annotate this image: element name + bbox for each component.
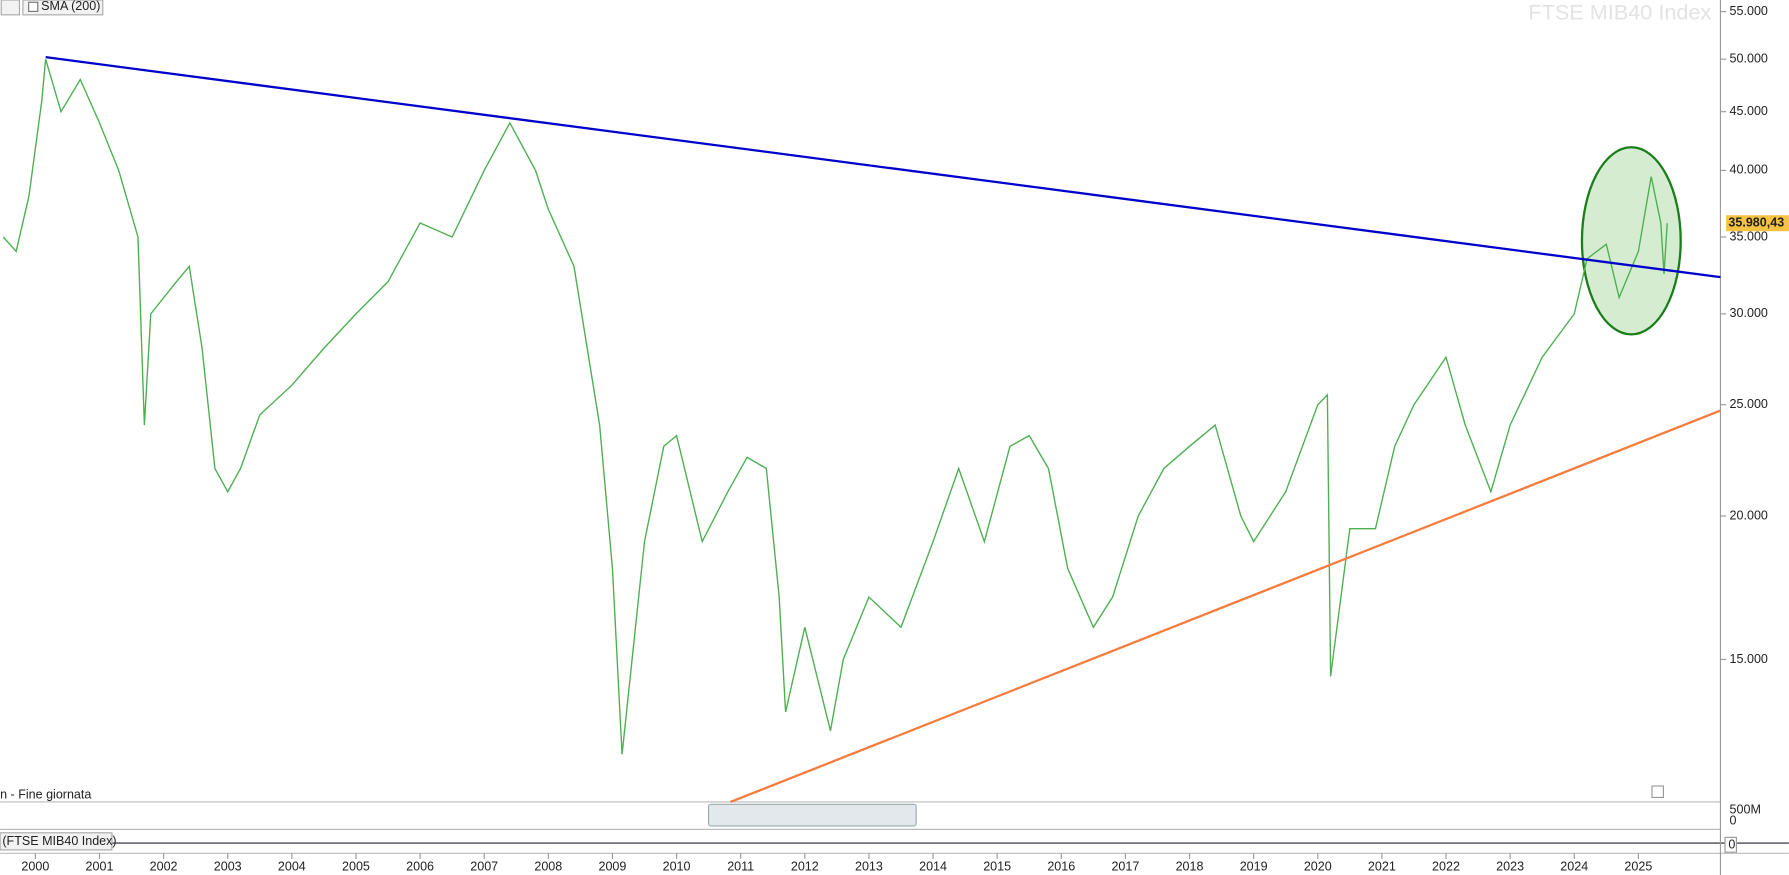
x-tick-label: 2018 xyxy=(1176,859,1204,873)
x-tick-label: 2025 xyxy=(1624,859,1652,873)
highlight-ellipse xyxy=(1580,146,1682,336)
y-tick-label: 20.000 xyxy=(1730,508,1768,522)
period-label: n - Fine giornata xyxy=(0,787,91,801)
menu-button[interactable] xyxy=(0,0,21,16)
x-tick-label: 2012 xyxy=(791,859,819,873)
y-tick-label: 40.000 xyxy=(1730,163,1768,177)
checkbox[interactable] xyxy=(28,1,39,12)
lower-pane-label: (FTSE MIB40 Index) xyxy=(2,834,116,848)
y-tick-label: 45.000 xyxy=(1730,104,1768,118)
y-tick-label: 25.000 xyxy=(1730,397,1768,411)
sma-toggle[interactable] xyxy=(22,0,104,16)
x-tick-label: 2007 xyxy=(470,859,498,873)
x-tick-label: 2002 xyxy=(150,859,178,873)
y-tick-label: 30.000 xyxy=(1730,306,1768,320)
x-tick-label: 2019 xyxy=(1240,859,1268,873)
x-tick-label: 2023 xyxy=(1496,859,1524,873)
x-tick-label: 2017 xyxy=(1111,859,1139,873)
y-tick-label: 35.000 xyxy=(1730,229,1768,243)
x-tick-label: 2020 xyxy=(1304,859,1332,873)
x-tick-label: 2014 xyxy=(919,859,947,873)
info-icon[interactable] xyxy=(1651,785,1664,798)
x-tick-label: 2016 xyxy=(1047,859,1075,873)
x-tick-label: 2005 xyxy=(342,859,370,873)
volume-tick: 0 xyxy=(1730,814,1737,828)
x-tick-label: 2004 xyxy=(278,859,306,873)
watermark-title: FTSE MIB40 Index xyxy=(1528,0,1711,24)
volume-tick: 500M xyxy=(1730,802,1761,816)
x-tick-label: 2001 xyxy=(86,859,114,873)
x-tick-label: 2013 xyxy=(855,859,883,873)
y-tick-label: 15.000 xyxy=(1730,652,1768,666)
trendline xyxy=(45,56,1721,279)
x-tick-label: 2006 xyxy=(406,859,434,873)
lower-pane-tag xyxy=(0,832,113,851)
x-tick-label: 2011 xyxy=(727,859,754,873)
x-tick-label: 2000 xyxy=(21,859,49,873)
trendline xyxy=(730,409,1721,804)
last-price-box xyxy=(1726,215,1789,232)
x-tick-label: 2021 xyxy=(1368,859,1396,873)
lower-tick-box xyxy=(1724,836,1737,853)
price-line xyxy=(2,58,1668,755)
x-tick-label: 2015 xyxy=(983,859,1011,873)
x-tick-label: 2010 xyxy=(663,859,691,873)
lower-pane-tick: 0 xyxy=(1728,838,1735,852)
sma-label: SMA (200) xyxy=(41,0,100,13)
x-tick-label: 2009 xyxy=(599,859,627,873)
x-tick-label: 2008 xyxy=(534,859,562,873)
x-tick-label: 2024 xyxy=(1560,859,1588,873)
x-tick-label: 2003 xyxy=(214,859,242,873)
y-tick-label: 50.000 xyxy=(1730,51,1768,65)
x-tick-label: 2022 xyxy=(1432,859,1460,873)
scrollbar[interactable] xyxy=(707,803,917,827)
y-tick-label: 55.000 xyxy=(1730,4,1768,18)
last-price-label: 35.980,43 xyxy=(1728,216,1784,230)
